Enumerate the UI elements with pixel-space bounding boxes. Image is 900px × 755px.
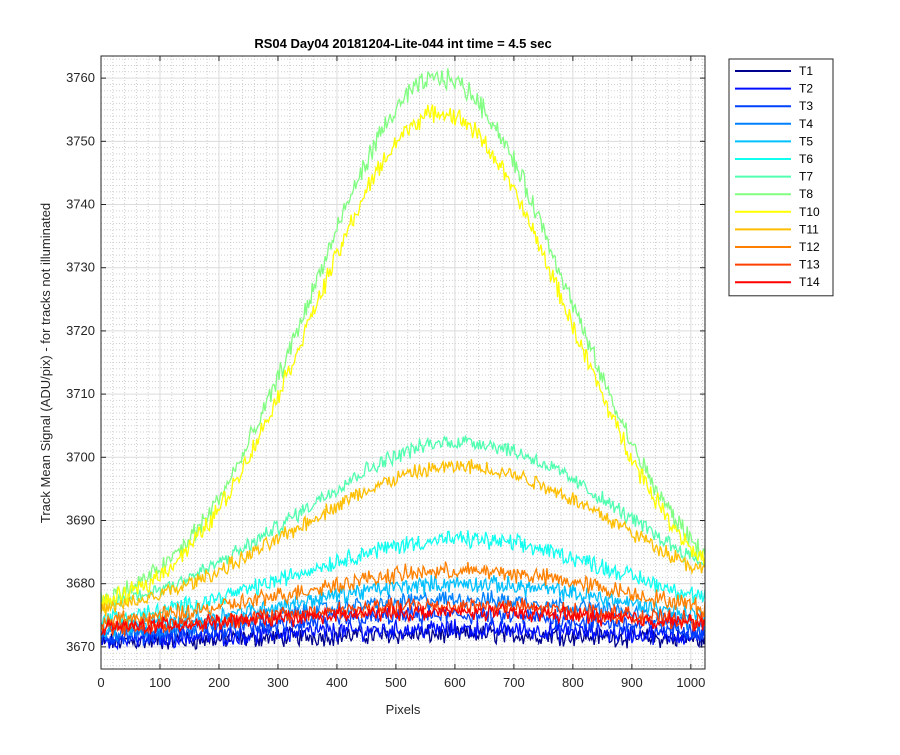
- legend-label-t8: T8: [799, 187, 813, 201]
- y-tick-label: 3750: [66, 133, 95, 148]
- legend: T1 T2 T3 T4 T5 T6 T7 T8 T10 T11 T12 T13 T14: [728, 58, 834, 297]
- series-line-t10: [100, 104, 706, 613]
- series-line-t5: [100, 575, 706, 639]
- series-line-t8: [100, 68, 706, 608]
- legend-label-t10: T10: [799, 205, 820, 219]
- chart-title: RS04 Day04 20181204-Lite-044 int time = …: [254, 36, 551, 51]
- legend-label-t6: T6: [799, 152, 813, 166]
- legend-label-t5: T5: [799, 134, 813, 148]
- series-line-t6: [100, 530, 706, 628]
- x-axis-label: Pixels: [386, 702, 421, 717]
- series-line-t14: [100, 602, 706, 636]
- axes-box: [100, 55, 706, 670]
- y-tick-label: 3710: [66, 386, 95, 401]
- x-tick-label: 300: [267, 675, 289, 690]
- series-line-t2: [100, 618, 706, 651]
- legend-label-t11: T11: [799, 222, 819, 236]
- x-tick-label: 700: [503, 675, 525, 690]
- series-line-t11: [100, 459, 706, 617]
- y-tick-label: 3690: [66, 512, 95, 527]
- series-line-t7: [100, 435, 706, 608]
- legend-label-t3: T3: [799, 99, 813, 113]
- x-tick-label: 600: [444, 675, 466, 690]
- x-tick-label: 800: [562, 675, 584, 690]
- y-axis-label: Track Mean Signal (ADU/pix) - for tracks…: [38, 203, 53, 523]
- series-layer: [100, 68, 706, 651]
- legend-label-t4: T4: [799, 117, 813, 131]
- series-line-t3: [100, 605, 706, 646]
- y-tick-label: 3700: [66, 449, 95, 464]
- legend-label-t14: T14: [799, 275, 820, 289]
- y-tick-label: 3740: [66, 197, 95, 212]
- y-tick-label: 3760: [66, 70, 95, 85]
- x-tick-label: 900: [621, 675, 643, 690]
- legend-label-t1: T1: [799, 64, 813, 78]
- x-tick-label: 1000: [676, 675, 705, 690]
- x-tick-label: 500: [385, 675, 407, 690]
- legend-label-t13: T13: [799, 258, 820, 272]
- legend-label-t12: T12: [799, 240, 820, 254]
- x-tick-label: 400: [326, 675, 348, 690]
- series-line-t12: [100, 561, 706, 632]
- y-tick-label: 3720: [66, 323, 95, 338]
- y-tick-label: 3680: [66, 576, 95, 591]
- x-tick-label: 200: [208, 675, 230, 690]
- y-tick-label: 3670: [66, 639, 95, 654]
- legend-label-t2: T2: [799, 82, 813, 96]
- x-tick-label: 0: [97, 675, 104, 690]
- legend-label-t7: T7: [799, 170, 813, 184]
- axis-layer: 0 100 200 300 400 500 600 700 800 900 1000 3670 3680…: [66, 55, 706, 690]
- x-tick-label: 100: [149, 675, 171, 690]
- y-tick-label: 3730: [66, 260, 95, 275]
